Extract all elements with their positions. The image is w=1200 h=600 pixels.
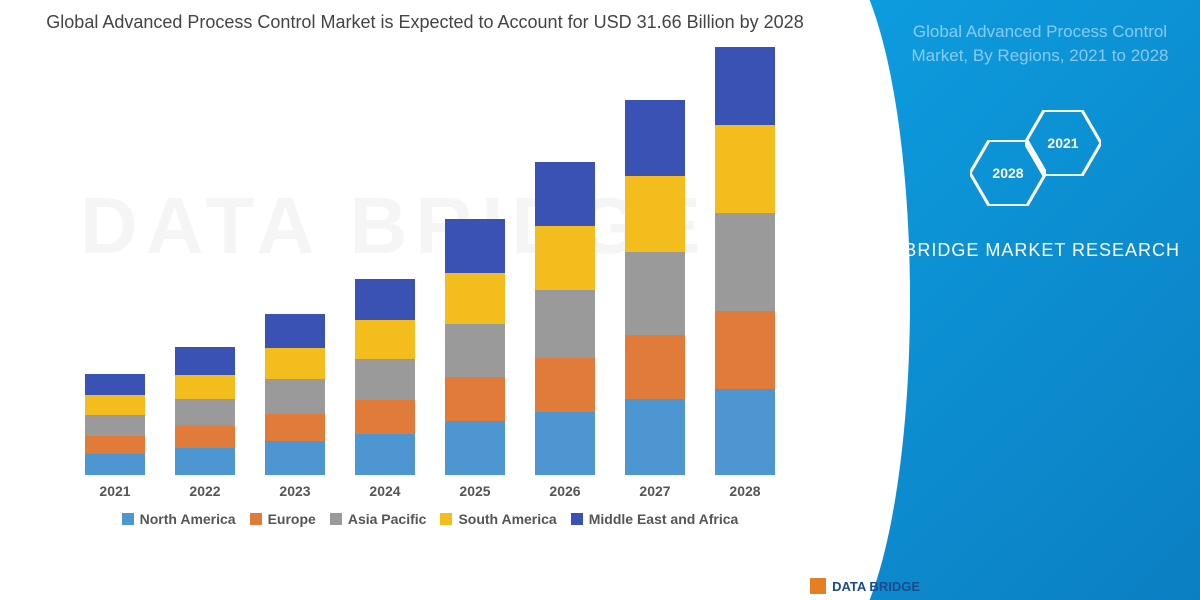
bar-segment [265,414,325,441]
legend-item: Europe [250,511,316,527]
chart-legend: North America Europe Asia Pacific South Ame… [50,511,810,527]
bar-segment [355,279,415,320]
bar-container [50,45,810,475]
bar-segment [445,324,505,378]
right-panel: Global Advanced Process Control Market, … [830,0,1200,600]
bar-segment [265,441,325,475]
bar-segment [85,374,145,396]
hex-front-icon: 2021 [1025,110,1101,176]
legend-swatch-icon [330,513,342,525]
bar-segment [355,320,415,359]
hex-front-label: 2021 [1047,135,1078,151]
x-axis-label: 2028 [715,483,775,499]
bar-segment [625,100,685,176]
bar-segment [535,358,595,412]
chart-panel: DATA BRIDGE Global Advanced Process Cont… [0,0,830,600]
bar-group [175,347,235,475]
bar-segment [175,375,235,399]
x-axis-label: 2022 [175,483,235,499]
x-axis-labels: 2021 2022 2023 2024 2025 2026 2027 2028 [50,483,810,499]
right-panel-title: Global Advanced Process Control Market, … [900,20,1180,68]
bar-segment [625,335,685,399]
bar-segment [715,311,775,389]
x-axis-label: 2026 [535,483,595,499]
legend-label: Middle East and Africa [589,511,739,527]
x-axis-label: 2021 [85,483,145,499]
legend-swatch-icon [440,513,452,525]
legend-swatch-icon [122,513,134,525]
bar-group [85,374,145,476]
legend-item: South America [440,511,556,527]
bar-segment [85,436,145,454]
bar-group [265,314,325,475]
bar-group [535,162,595,475]
bar-segment [715,125,775,213]
legend-item: North America [122,511,236,527]
bar-segment [175,426,235,448]
x-axis-label: 2025 [445,483,505,499]
main-container: DATA BRIDGE Global Advanced Process Cont… [0,0,1200,600]
bar-segment [715,213,775,311]
bar-segment [445,421,505,475]
chart-plot-area [50,45,810,475]
bar-segment [445,273,505,324]
bar-group [625,100,685,475]
bar-segment [265,379,325,413]
bar-segment [85,415,145,437]
bar-group [715,47,775,475]
bar-segment [175,347,235,374]
hex-back-label: 2028 [992,165,1023,181]
footer-logo-text: DATA BRIDGE [832,579,920,594]
bar-segment [265,348,325,379]
footer-logo: DATA BRIDGE [810,578,920,594]
brand-text: DATA BRIDGE MARKET RESEARCH [830,240,1200,261]
bar-segment [355,359,415,400]
legend-label: North America [140,511,236,527]
legend-item: Middle East and Africa [571,511,739,527]
bar-group [355,279,415,475]
bar-segment [535,226,595,290]
bar-segment [355,434,415,475]
bar-segment [715,389,775,475]
bar-segment [355,400,415,434]
legend-swatch-icon [250,513,262,525]
x-axis-label: 2024 [355,483,415,499]
bar-segment [175,448,235,475]
x-axis-label: 2023 [265,483,325,499]
bar-segment [715,47,775,125]
bar-segment [175,399,235,426]
legend-label: Europe [268,511,316,527]
bar-segment [625,176,685,252]
bar-group [445,219,505,475]
bar-segment [85,395,145,415]
legend-item: Asia Pacific [330,511,427,527]
bar-segment [265,314,325,348]
bar-segment [625,252,685,335]
legend-label: Asia Pacific [348,511,427,527]
bar-segment [535,412,595,476]
chart-title: Global Advanced Process Control Market i… [40,10,810,35]
legend-swatch-icon [571,513,583,525]
footer-logo-icon [810,578,826,594]
legend-label: South America [458,511,556,527]
bar-segment [85,454,145,476]
bar-segment [535,290,595,358]
bar-segment [445,219,505,273]
x-axis-label: 2027 [625,483,685,499]
bar-segment [445,377,505,421]
bar-segment [535,162,595,226]
bar-segment [625,399,685,475]
